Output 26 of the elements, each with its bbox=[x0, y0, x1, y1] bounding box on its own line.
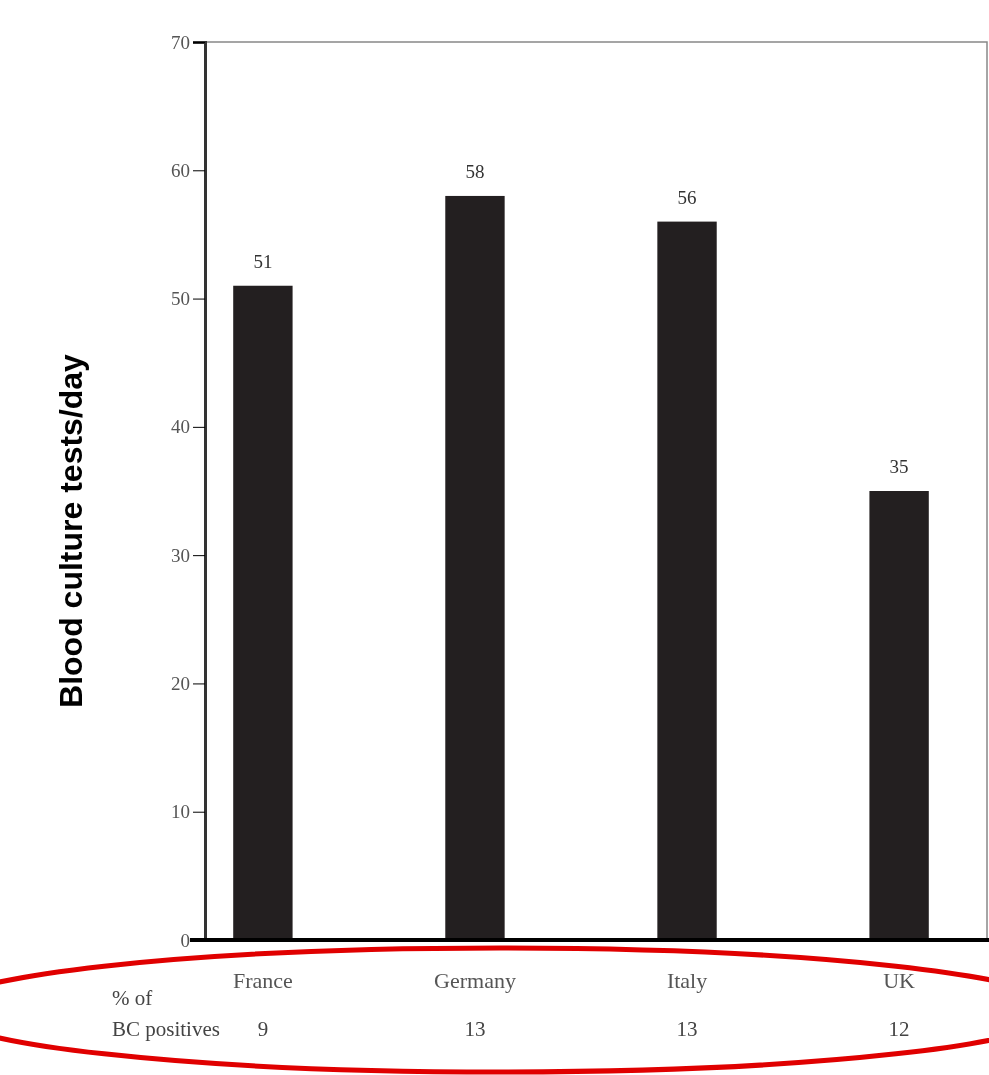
data-label: 56 bbox=[677, 186, 697, 208]
y-tick-label: 10 bbox=[171, 801, 190, 823]
y-tick-label: 30 bbox=[171, 544, 190, 566]
bar bbox=[657, 221, 717, 940]
bar bbox=[869, 491, 929, 940]
x-tick-label: Italy bbox=[666, 967, 708, 993]
x-tick-label: UK bbox=[883, 967, 916, 993]
bar bbox=[233, 285, 293, 940]
x-tick-label: Germany bbox=[434, 967, 516, 993]
y-tick-label: 20 bbox=[171, 673, 190, 695]
y-tick-label: 50 bbox=[171, 288, 190, 310]
data-label: 58 bbox=[465, 160, 485, 182]
text: 9 bbox=[257, 1017, 269, 1041]
text: 13 bbox=[676, 1017, 698, 1041]
data-label: 51 bbox=[253, 250, 273, 272]
y-tick-label: 70 bbox=[171, 31, 190, 53]
y-axis-title: Blood culture tests/day bbox=[53, 353, 89, 708]
y-tick-label: 60 bbox=[171, 159, 190, 181]
y-tick-label: 40 bbox=[171, 416, 190, 438]
x-tick-label: France bbox=[232, 967, 293, 993]
text: 12 bbox=[888, 1017, 910, 1041]
text: 13 bbox=[464, 1017, 486, 1041]
text: % of BC positives bbox=[112, 986, 220, 1041]
y-tick-label: 0 bbox=[180, 929, 190, 951]
data-label: 35 bbox=[889, 456, 909, 477]
bar bbox=[445, 195, 505, 940]
